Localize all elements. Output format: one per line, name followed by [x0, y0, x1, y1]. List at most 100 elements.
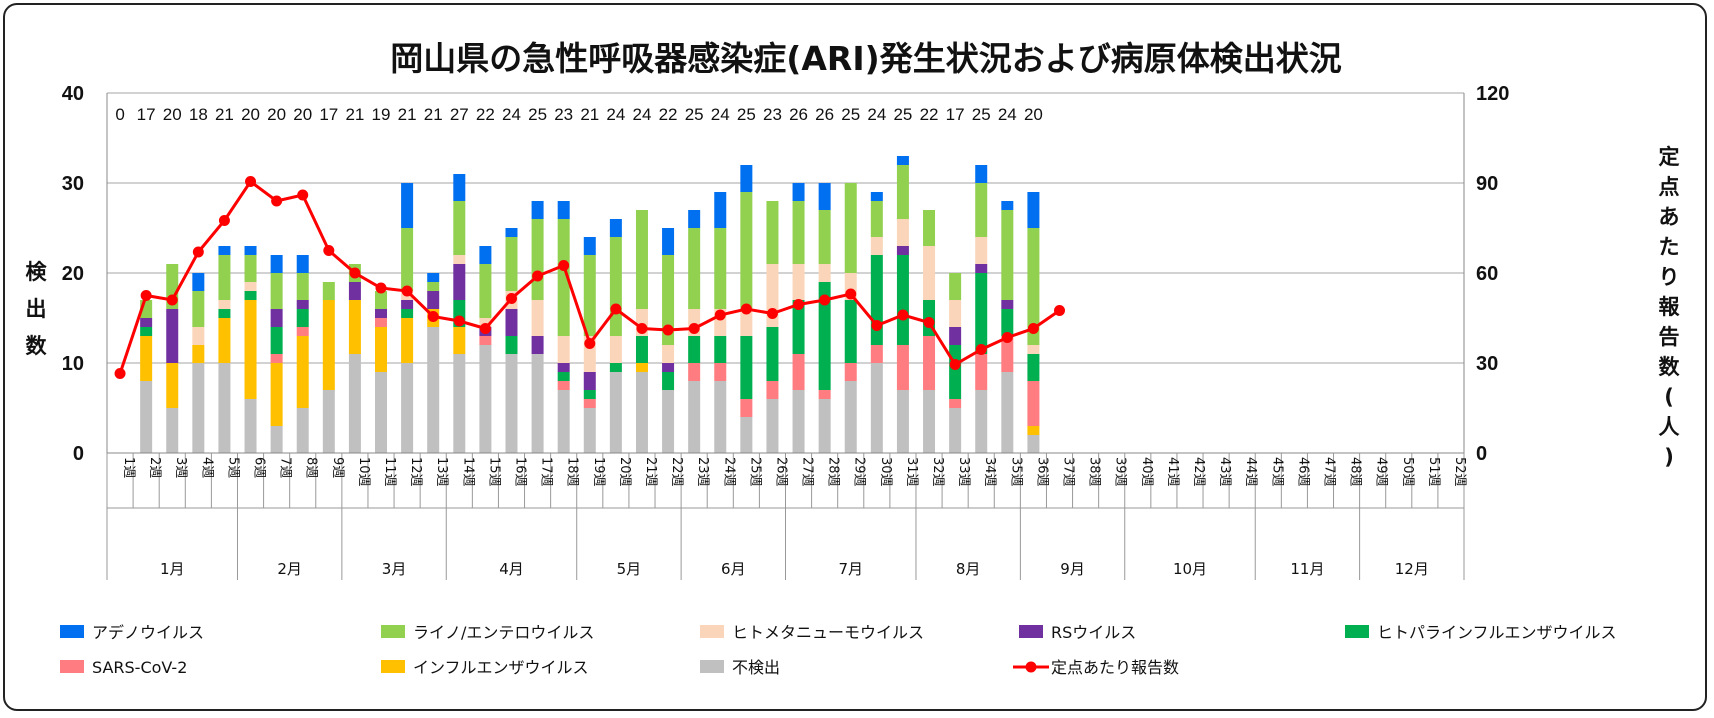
bar-segment: [583, 399, 596, 408]
gridlines: [107, 92, 1464, 364]
bar-segment: [1027, 228, 1040, 345]
week-label: 42週: [1191, 457, 1206, 487]
bar-segment: [218, 309, 231, 318]
bar-segment: [244, 399, 257, 453]
bar-segment: [296, 273, 309, 300]
bar-segment: [1001, 210, 1014, 300]
bar-segment: [740, 192, 753, 309]
bar-segment: [401, 318, 414, 363]
bar-segment: [844, 183, 857, 273]
bar-segment: [166, 363, 179, 408]
legend-swatch: [700, 625, 724, 638]
bar-segment: [401, 228, 414, 291]
bar-segment: [270, 354, 283, 363]
report-line-point: [114, 368, 126, 379]
bar-segment: [531, 300, 544, 336]
bar-segment: [583, 255, 596, 336]
report-line-point: [140, 290, 152, 301]
week-label: 39週: [1113, 457, 1128, 487]
week-label: 7週: [278, 457, 293, 478]
bar-segment: [662, 390, 675, 453]
bar-segment: [270, 426, 283, 453]
specimen-count-label: 25: [972, 105, 991, 124]
bar-segment: [375, 327, 388, 372]
legend-label: 不検出: [732, 658, 780, 677]
month-label: 7月: [838, 560, 863, 578]
bar-segment: [1027, 354, 1040, 381]
bar-segment: [270, 273, 283, 309]
bar-segment: [949, 399, 962, 408]
bar-segment: [427, 282, 440, 291]
specimen-count-label: 25: [841, 105, 860, 124]
y2-tick-label: 120: [1476, 83, 1509, 105]
bar-segment: [192, 345, 205, 363]
bar-segment: [270, 327, 283, 354]
bar-segment: [792, 201, 805, 264]
week-label: 35週: [1008, 457, 1023, 487]
specimen-count-label: 25: [685, 105, 704, 124]
bar-segment: [896, 345, 909, 390]
week-label: 48週: [1348, 457, 1363, 487]
bar-segment: [844, 363, 857, 381]
week-label: 20週: [617, 457, 632, 487]
bar-segment: [218, 363, 231, 453]
bar-segment: [166, 408, 179, 453]
y-tick-label: 10: [62, 353, 84, 375]
bar-segment: [766, 399, 779, 453]
specimen-count-label: 27: [450, 105, 469, 124]
bar-segment: [870, 345, 883, 363]
bar-segment: [296, 336, 309, 408]
report-line-point: [845, 288, 857, 300]
bar-segment: [296, 300, 309, 309]
legend-line-marker: [1025, 661, 1037, 673]
week-label: 32週: [930, 457, 945, 487]
bar-segment: [609, 336, 622, 363]
bar-segment: [375, 309, 388, 318]
bar-segment: [1001, 201, 1014, 210]
bar-segment: [557, 336, 570, 363]
bar-segment: [244, 300, 257, 399]
bar-segment: [923, 390, 936, 453]
bar-segment: [375, 372, 388, 453]
report-line-point: [975, 344, 987, 355]
bar-segment: [975, 273, 988, 354]
bar-segment: [844, 300, 857, 363]
legend-swatch: [1019, 625, 1043, 638]
bar-segment: [1001, 300, 1014, 309]
week-label: 22週: [669, 457, 684, 487]
report-line: [114, 176, 1066, 379]
week-label: 9週: [330, 457, 345, 478]
legend-swatch: [381, 660, 405, 673]
bar-segment: [792, 354, 805, 390]
report-line-point: [271, 195, 283, 207]
bar-segment: [1001, 309, 1014, 336]
week-label: 24週: [721, 457, 736, 487]
bar-segment: [401, 309, 414, 318]
axes: 0 10 20 30 40 0 30 60 90 120 検出数 定点あたり報告数(人): [26, 83, 1681, 469]
bar-segment: [140, 327, 153, 336]
week-label: 27週: [800, 457, 815, 487]
bar-segment: [896, 156, 909, 165]
bar-segment: [818, 282, 831, 390]
week-label: 26週: [773, 457, 788, 487]
specimen-count-label: 17: [319, 105, 338, 124]
specimen-count-label: 21: [215, 105, 234, 124]
report-line-point: [323, 245, 335, 256]
bar-segment: [218, 318, 231, 363]
specimen-count-label: 22: [476, 105, 495, 124]
week-label: 43週: [1217, 457, 1232, 487]
bar-segment: [870, 363, 883, 453]
specimen-count-label: 21: [580, 105, 599, 124]
bar-segment: [688, 381, 701, 453]
specimen-count-label: 20: [163, 105, 182, 124]
bar-segment: [270, 363, 283, 426]
week-label: 19週: [591, 457, 606, 487]
specimen-count-label: 25: [893, 105, 912, 124]
report-line-point: [766, 308, 778, 319]
bar-segment: [923, 246, 936, 300]
specimen-count-label: 20: [267, 105, 286, 124]
report-line-point: [297, 189, 309, 201]
bar-segment: [975, 264, 988, 273]
bar-segment: [322, 300, 335, 390]
